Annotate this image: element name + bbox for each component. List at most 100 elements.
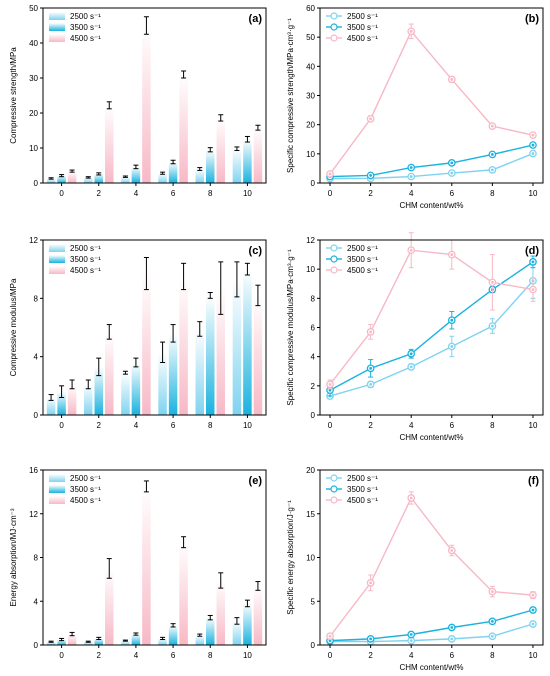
bar: [57, 175, 66, 183]
legend-label: 3500 s⁻¹: [70, 23, 101, 32]
y-tick-label: 0: [311, 411, 316, 420]
data-point-core: [531, 260, 535, 264]
x-tick-label: 2: [368, 421, 373, 430]
error-bar: [133, 164, 139, 170]
y-tick-label: 6: [311, 324, 316, 333]
x-axis-label: CHM content/wt%: [399, 663, 463, 672]
chart-panel: 0 2 4 6 8 10 0 10 20 30 40 50 60 Specific compressive…: [286, 4, 544, 210]
y-tick-label: 20: [29, 109, 38, 118]
data-point-core: [450, 253, 454, 256]
x-axis-label: CHM content/wt%: [399, 201, 463, 210]
panel-label: (c): [249, 245, 263, 257]
x-tick-label: 8: [490, 651, 495, 660]
data-point-core: [450, 318, 454, 322]
legend: 2500 s⁻¹ 3500 s⁻¹ 4500 s⁻¹: [326, 244, 378, 275]
legend-marker: [330, 474, 338, 482]
error-bar: [244, 262, 250, 276]
data-point-core: [450, 549, 454, 552]
data-point-core: [369, 382, 373, 386]
bar: [57, 391, 66, 415]
data-point-core: [409, 166, 413, 169]
bar: [232, 279, 242, 415]
error-bar: [207, 147, 213, 153]
data-point-core: [409, 639, 413, 643]
error-bar: [143, 16, 149, 35]
data-point-core: [369, 174, 373, 177]
series-line: [330, 623, 534, 643]
chart-panel: 0 2 4 6 8 10 0 4 8 12 Compressive modulus/MPa (c) 25…: [9, 236, 267, 430]
error-bar: [218, 572, 224, 589]
error-bar: [69, 169, 75, 173]
y-tick-label: 20: [306, 121, 315, 130]
legend: 2500 s⁻¹ 3500 s⁻¹ 4500 s⁻¹: [49, 474, 101, 505]
series-line: [330, 144, 534, 178]
y-tick-label: 0: [34, 411, 39, 420]
error-bar: [122, 370, 128, 375]
error-bar: [85, 176, 91, 179]
series-line: [329, 261, 534, 391]
data-point-core: [369, 366, 373, 370]
error-bar: [244, 135, 250, 143]
legend-swatch: [49, 496, 65, 504]
data-point-core: [409, 175, 413, 178]
data-point-core: [369, 581, 373, 585]
x-tick-label: 0: [328, 189, 333, 198]
data-point-core: [531, 593, 535, 597]
bar: [232, 620, 242, 645]
legend-marker: [330, 496, 338, 504]
y-tick-label: 4: [34, 597, 39, 606]
legend: 2500 s⁻¹ 3500 s⁻¹ 4500 s⁻¹: [326, 474, 378, 505]
bar: [67, 634, 77, 645]
legend: 2500 s⁻¹ 3500 s⁻¹ 4500 s⁻¹: [326, 12, 378, 43]
legend-label: 2500 s⁻¹: [70, 244, 101, 253]
legend-label: 4500 s⁻¹: [70, 496, 101, 505]
data-point-core: [409, 29, 413, 33]
bar: [206, 149, 215, 183]
bar: [142, 25, 151, 183]
x-tick-label: 6: [171, 421, 176, 430]
data-point-core: [490, 280, 494, 284]
error-bar: [255, 124, 261, 131]
data-point-core: [450, 171, 454, 175]
bar: [67, 171, 77, 183]
legend-label: 3500 s⁻¹: [347, 255, 378, 264]
error-bar: [69, 631, 75, 637]
legend-marker: [330, 34, 338, 42]
legend-label: 2500 s⁻¹: [70, 12, 101, 21]
y-axis-label: Compressive strength/MPa: [9, 47, 18, 144]
bar: [243, 139, 252, 183]
error-bar: [48, 394, 54, 401]
bar: [131, 166, 141, 183]
bar: [158, 352, 167, 415]
legend-marker: [330, 23, 338, 31]
data-point-core: [531, 622, 535, 626]
bar: [216, 117, 225, 183]
x-tick-label: 10: [529, 421, 538, 430]
legend-marker: [330, 244, 338, 252]
error-bar: [106, 558, 112, 579]
legend-label: 2500 s⁻¹: [347, 244, 378, 253]
bar: [216, 580, 225, 645]
x-tick-label: 0: [59, 651, 64, 660]
panel-label: (d): [525, 245, 539, 257]
data-point-core: [409, 248, 413, 252]
legend-swatch: [49, 34, 65, 42]
error-bar: [143, 480, 149, 493]
legend-marker: [330, 266, 338, 274]
plot-frame: [42, 7, 267, 184]
error-bar: [122, 175, 128, 178]
bar: [206, 295, 215, 415]
x-tick-label: 2: [97, 651, 102, 660]
x-tick-label: 4: [409, 651, 414, 660]
error-bar: [69, 379, 75, 390]
bar: [158, 638, 167, 645]
bar: [105, 568, 114, 645]
bar: [84, 384, 93, 415]
y-tick-label: 12: [29, 236, 38, 245]
x-tick-label: 8: [208, 189, 213, 198]
legend-label: 4500 s⁻¹: [70, 34, 101, 43]
bar: [121, 640, 130, 645]
y-tick-label: 10: [306, 150, 315, 159]
error-bar: [59, 637, 65, 642]
